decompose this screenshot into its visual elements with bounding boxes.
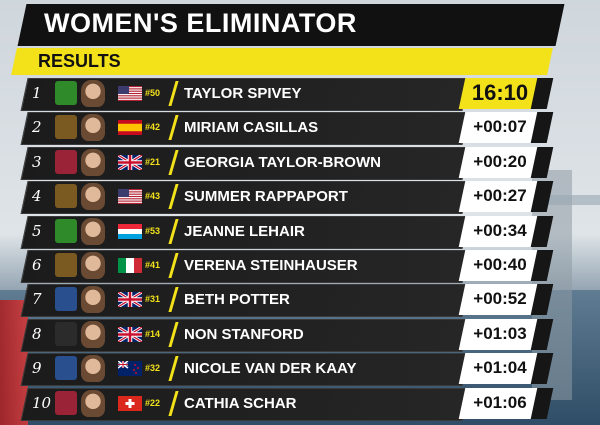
finish-time: +00:52 bbox=[473, 289, 527, 309]
finish-time: +00:27 bbox=[473, 186, 527, 206]
country-flag-icon bbox=[118, 292, 142, 308]
country-flag-icon bbox=[118, 223, 142, 239]
position-number: 4 bbox=[32, 187, 42, 206]
country-flag-icon bbox=[118, 189, 142, 205]
athlete-avatar bbox=[81, 252, 105, 279]
team-logo-icon bbox=[55, 81, 77, 105]
athlete-avatar bbox=[81, 183, 105, 211]
athlete-avatar bbox=[81, 148, 105, 176]
athlete-name: MIRIAM CASILLAS bbox=[184, 119, 319, 137]
country-flag-icon bbox=[118, 120, 142, 136]
finish-time: 16:10 bbox=[471, 80, 529, 105]
result-row: 3 #21 GEORGIA TAYLOR-BROWN +00:20 bbox=[0, 146, 600, 180]
team-logo-icon bbox=[55, 321, 77, 346]
finish-time: +00:40 bbox=[473, 255, 527, 274]
athlete-name: CATHIA SCHAR bbox=[184, 394, 297, 412]
finish-time: +00:07 bbox=[473, 117, 527, 137]
athlete-name: VERENA STEINHAUSER bbox=[184, 257, 358, 274]
athlete-number: #42 bbox=[145, 122, 161, 133]
athlete-name: GEORGIA TAYLOR-BROWN bbox=[184, 153, 381, 171]
athlete-number: #14 bbox=[145, 328, 161, 339]
country-flag-icon bbox=[118, 154, 142, 170]
athlete-avatar bbox=[81, 286, 105, 314]
athlete-number: #22 bbox=[145, 397, 161, 408]
athlete-name: TAYLOR SPIVEY bbox=[184, 85, 302, 102]
country-flag-icon bbox=[118, 326, 142, 342]
position-number: 3 bbox=[32, 152, 42, 171]
result-row: 8 #14 NON STANFORD +01:03 bbox=[0, 318, 600, 352]
team-logo-icon bbox=[55, 149, 77, 174]
result-row: 1 #50 TAYLOR SPIVEY 16:10 bbox=[0, 78, 600, 111]
result-row: 2 #42 MIRIAM CASILLAS +00:07 bbox=[0, 112, 600, 146]
athlete-name: NON STANFORD bbox=[184, 325, 304, 343]
athlete-number: #31 bbox=[145, 294, 161, 305]
country-flag-icon bbox=[118, 258, 142, 273]
athlete-avatar bbox=[81, 217, 105, 245]
athlete-number: #32 bbox=[145, 363, 161, 374]
position-number: 2 bbox=[32, 118, 42, 137]
team-logo-icon bbox=[55, 287, 77, 312]
athlete-name: BETH POTTER bbox=[184, 291, 290, 309]
athlete-avatar bbox=[81, 80, 105, 107]
position-number: 9 bbox=[32, 359, 42, 378]
background-beam bbox=[540, 195, 600, 205]
athlete-name: SUMMER RAPPAPORT bbox=[184, 188, 348, 206]
team-logo-icon bbox=[55, 356, 77, 381]
position-number: 7 bbox=[32, 290, 42, 309]
athlete-avatar bbox=[81, 355, 105, 383]
finish-time: +00:34 bbox=[473, 220, 527, 240]
result-row: 9 #32 NICOLE VAN DER KAAY +01:04 bbox=[0, 353, 600, 387]
finish-time: +01:04 bbox=[473, 358, 527, 378]
athlete-number: #53 bbox=[145, 225, 161, 236]
team-logo-icon bbox=[55, 390, 77, 415]
result-row: 4 #43 SUMMER RAPPAPORT +00:27 bbox=[0, 181, 600, 215]
country-flag-icon bbox=[118, 361, 142, 377]
finish-time: +00:20 bbox=[473, 151, 527, 171]
position-number: 5 bbox=[32, 221, 42, 240]
athlete-name: NICOLE VAN DER KAAY bbox=[184, 360, 357, 378]
result-row: 5 #53 JEANNE LEHAIR +00:34 bbox=[0, 215, 600, 249]
position-number: 6 bbox=[32, 256, 42, 274]
result-row: 10 #22 CATHIA SCHAR +01:06 bbox=[0, 387, 600, 421]
position-number: 1 bbox=[32, 84, 42, 102]
results-heading: RESULTS bbox=[38, 51, 121, 71]
athlete-avatar bbox=[81, 320, 105, 348]
athlete-name: JEANNE LEHAIR bbox=[184, 222, 305, 240]
athlete-avatar bbox=[81, 389, 105, 417]
result-row: 6 #41 VERENA STEINHAUSER +00:40 bbox=[0, 250, 600, 283]
athlete-number: #21 bbox=[145, 156, 161, 167]
finish-time: +01:06 bbox=[473, 392, 527, 412]
position-number: 10 bbox=[32, 393, 52, 412]
athlete-number: #41 bbox=[145, 260, 161, 270]
athlete-avatar bbox=[81, 114, 105, 142]
team-logo-icon bbox=[55, 218, 77, 243]
country-flag-icon bbox=[118, 395, 142, 411]
position-number: 8 bbox=[32, 324, 42, 343]
team-logo-icon bbox=[55, 115, 77, 140]
finish-time: +01:03 bbox=[473, 323, 527, 343]
team-logo-icon bbox=[55, 184, 77, 209]
athlete-number: #43 bbox=[145, 191, 161, 202]
team-logo-icon bbox=[55, 253, 77, 277]
country-flag-icon bbox=[118, 86, 142, 101]
page-title: WOMEN'S ELIMINATOR bbox=[44, 8, 357, 38]
athlete-number: #50 bbox=[145, 88, 161, 98]
result-row: 7 #31 BETH POTTER +00:52 bbox=[0, 284, 600, 318]
